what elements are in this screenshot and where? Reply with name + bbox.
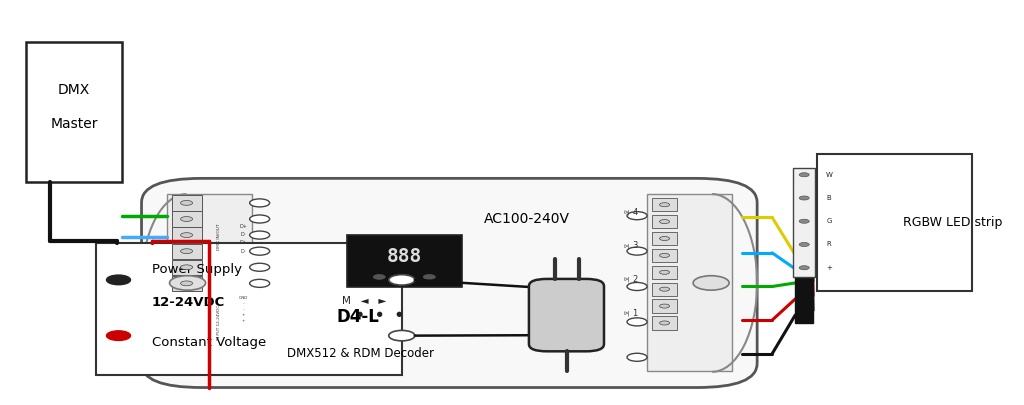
Bar (652, 249, 677, 262)
Bar (817, 154, 973, 291)
Circle shape (374, 275, 385, 279)
Circle shape (250, 263, 269, 271)
Circle shape (659, 321, 670, 325)
Bar (172, 228, 202, 243)
Circle shape (106, 275, 130, 285)
Circle shape (659, 202, 670, 207)
Text: B: B (826, 195, 831, 201)
Circle shape (389, 330, 415, 341)
Text: ⊳|: ⊳| (624, 277, 631, 282)
Circle shape (170, 276, 206, 290)
Text: DMX512 & RDM Decoder: DMX512 & RDM Decoder (287, 347, 434, 360)
Bar (347, 234, 462, 287)
Circle shape (659, 270, 670, 274)
Circle shape (250, 215, 269, 223)
Text: +: + (826, 265, 833, 271)
Text: DMX: DMX (57, 83, 90, 97)
FancyBboxPatch shape (529, 279, 604, 351)
Bar (96, 243, 401, 375)
Circle shape (250, 279, 269, 288)
Circle shape (250, 247, 269, 255)
Circle shape (799, 243, 809, 247)
Circle shape (627, 353, 647, 361)
Bar (652, 215, 677, 228)
Circle shape (799, 219, 809, 223)
FancyBboxPatch shape (141, 178, 757, 388)
Bar (647, 194, 732, 371)
Circle shape (180, 249, 193, 254)
Text: D4-L: D4-L (337, 308, 380, 326)
Bar (652, 316, 677, 330)
Text: D+
D-
D+
D-: D+ D- D+ D- (240, 224, 248, 254)
Circle shape (180, 281, 193, 286)
Text: ⊳|: ⊳| (624, 209, 631, 215)
Text: W: W (825, 172, 833, 178)
Circle shape (250, 199, 269, 207)
Bar (794, 168, 815, 277)
Bar (652, 232, 677, 245)
Circle shape (799, 173, 809, 177)
Bar (652, 198, 677, 211)
Circle shape (627, 282, 647, 290)
Bar (652, 266, 677, 279)
Circle shape (106, 331, 130, 341)
Circle shape (423, 275, 435, 279)
Text: 1: 1 (633, 309, 638, 318)
Text: AC100-240V: AC100-240V (484, 211, 570, 226)
Text: 3: 3 (633, 241, 638, 250)
Text: Master: Master (50, 117, 97, 131)
Text: G: G (826, 218, 831, 224)
Text: ⊳|: ⊳| (624, 243, 631, 249)
Circle shape (180, 217, 193, 222)
Circle shape (627, 212, 647, 220)
Bar (796, 243, 813, 323)
Circle shape (627, 247, 647, 255)
Bar (167, 194, 252, 371)
Bar (652, 283, 677, 296)
Circle shape (799, 196, 809, 200)
Circle shape (659, 287, 670, 291)
Text: 12-24VDC: 12-24VDC (152, 296, 225, 309)
Circle shape (693, 276, 729, 290)
Circle shape (659, 304, 670, 308)
Text: M   ◄   ►: M ◄ ► (342, 296, 386, 306)
Text: RGBW LED strip: RGBW LED strip (902, 216, 1001, 229)
Circle shape (389, 275, 415, 285)
Bar (27, 42, 122, 182)
Bar (652, 299, 677, 313)
Circle shape (398, 275, 411, 279)
Circle shape (799, 266, 809, 270)
Circle shape (250, 231, 269, 239)
Text: ●      ●      ●: ● ● ● (356, 311, 402, 318)
Circle shape (659, 254, 670, 258)
Bar (172, 260, 202, 275)
Text: 2: 2 (633, 275, 638, 284)
Text: Power Supply: Power Supply (152, 263, 242, 276)
Text: ⊳|: ⊳| (624, 311, 631, 316)
Text: DMX IN/OUT: DMX IN/OUT (217, 224, 221, 250)
Circle shape (180, 200, 193, 205)
Text: Constant Voltage: Constant Voltage (152, 336, 266, 349)
Text: 888: 888 (387, 247, 422, 266)
Text: R: R (826, 241, 831, 247)
Circle shape (180, 265, 193, 270)
Text: GND
-
-
+
+: GND - - + + (239, 296, 249, 323)
Circle shape (659, 237, 670, 241)
Bar (172, 243, 202, 259)
Bar (172, 211, 202, 227)
Bar (172, 195, 202, 211)
Text: 4: 4 (633, 208, 638, 217)
Text: IN PUT 12-24VDC: IN PUT 12-24VDC (217, 304, 221, 339)
Circle shape (659, 220, 670, 224)
Bar (172, 276, 202, 291)
Circle shape (180, 232, 193, 237)
Circle shape (627, 318, 647, 326)
